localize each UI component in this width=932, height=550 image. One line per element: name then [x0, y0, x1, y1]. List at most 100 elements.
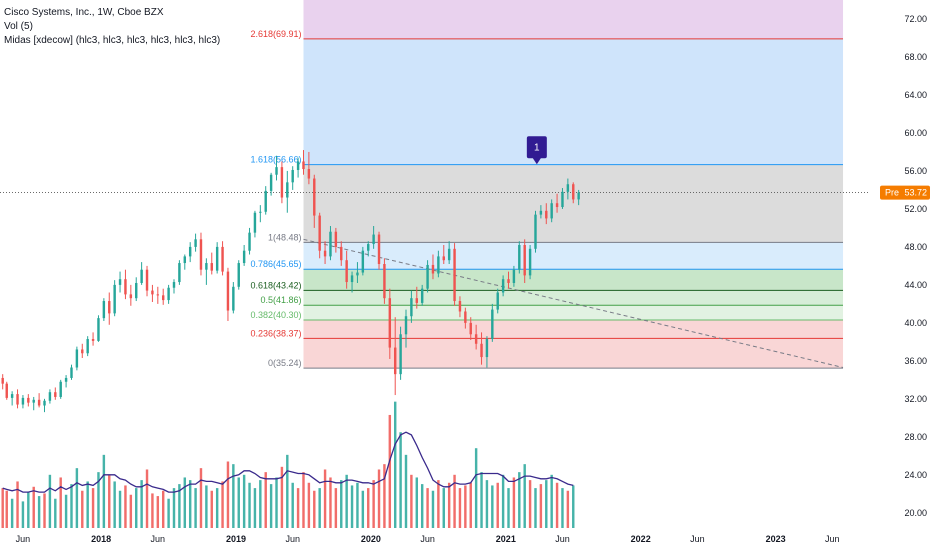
- volume-bar: [442, 488, 445, 528]
- candle-body: [518, 245, 521, 270]
- trendline-dashed[interactable]: [303, 238, 844, 368]
- candle-body: [5, 383, 8, 398]
- legend-symbol-title[interactable]: Cisco Systems, Inc., 1W, Cboe BZX: [4, 7, 164, 18]
- volume-bar: [383, 464, 386, 528]
- candle-body: [307, 169, 311, 179]
- candle-body: [323, 250, 327, 257]
- chart-legend: Cisco Systems, Inc., 1W, Cboe BZX Vol (5…: [4, 6, 220, 48]
- candle-body: [215, 246, 219, 271]
- candle-body: [199, 239, 203, 270]
- volume-bar: [437, 480, 440, 528]
- fib-level-label: 2.618(69.91): [250, 29, 301, 39]
- candle-body: [437, 256, 440, 274]
- candle-body: [275, 167, 278, 175]
- volume-bar: [232, 464, 235, 528]
- volume-bar: [59, 477, 62, 528]
- volume-bar: [43, 493, 46, 528]
- time-axis[interactable]: Jun 2018 Jun 2019 Jun 2020 Jun 2021 Jun 2022 Jun 20…: [16, 534, 840, 544]
- candle-body: [545, 210, 548, 219]
- legend-volume-indicator[interactable]: Vol (5): [4, 21, 33, 32]
- volume-bar: [539, 484, 543, 528]
- volume-bar: [286, 454, 289, 528]
- trendline[interactable]: [303, 238, 844, 368]
- volume-bar: [5, 490, 8, 528]
- volume-bar: [37, 496, 41, 528]
- candle-body: [253, 212, 257, 233]
- volume-bar: [512, 477, 516, 528]
- price-tick-label: 64.00: [904, 90, 927, 100]
- candle-body: [232, 286, 235, 311]
- volume-bar: [156, 496, 160, 528]
- candle-body: [286, 182, 289, 198]
- price-tick-label: 60.00: [904, 128, 927, 138]
- fib-level-label: 0(35.24): [268, 358, 302, 368]
- event-marker[interactable]: 1: [526, 136, 547, 165]
- price-axis[interactable]: 72.00 68.00 64.00 60.00 56.00 52.00 48.00 44.00…: [870, 0, 932, 550]
- volume-bar: [480, 472, 483, 528]
- candle-body: [393, 347, 397, 375]
- candle-body: [388, 298, 392, 348]
- time-tick-label: 2021: [496, 534, 516, 544]
- volume-bar: [340, 480, 343, 528]
- candle-body: [367, 244, 370, 251]
- candle-body: [37, 399, 41, 406]
- volume-bar: [367, 488, 370, 528]
- volume-bar: [183, 477, 187, 528]
- volume-bar: [70, 484, 73, 528]
- candle-body: [318, 215, 321, 251]
- time-tick-label: Jun: [420, 534, 435, 544]
- candle-body: [264, 190, 267, 212]
- fibonacci-extension[interactable]: 2.618(69.91) 1.618(56.66) 1(48.48) 0.786(45…: [250, 0, 844, 369]
- volume-bar: [172, 488, 176, 528]
- fib-zone: [303, 320, 844, 339]
- candle-body: [431, 264, 435, 274]
- candle-body: [156, 294, 160, 296]
- candle-body: [561, 191, 564, 208]
- candle-body: [102, 301, 106, 319]
- candle-body: [550, 203, 553, 219]
- candle-body: [167, 287, 170, 301]
- candle-body: [59, 381, 62, 397]
- candle-body: [226, 271, 230, 311]
- candle-body: [474, 334, 478, 344]
- volume-bar: [291, 482, 294, 528]
- candle-body: [188, 246, 192, 257]
- candle-body: [420, 288, 424, 303]
- volume-bar: [188, 480, 192, 528]
- price-tick-label: 56.00: [904, 166, 927, 176]
- volume-bar: [135, 488, 138, 528]
- candle-body: [259, 211, 262, 213]
- candle-body: [350, 275, 354, 283]
- candle-body: [555, 203, 559, 208]
- volume-bar: [226, 461, 230, 528]
- volume-bar: [550, 474, 553, 528]
- fib-zone: [303, 305, 844, 321]
- candle-body: [237, 263, 240, 287]
- volume-bar: [108, 474, 111, 528]
- volume-bar: [178, 484, 181, 528]
- volume-bar: [528, 480, 532, 528]
- candle-body: [210, 263, 213, 271]
- volume-bar: [350, 485, 354, 528]
- volume-bar: [54, 498, 57, 528]
- candle-body: [447, 248, 451, 261]
- candle-body: [124, 279, 127, 295]
- fib-level-label: 1.618(56.66): [250, 155, 301, 165]
- volume-bar: [151, 493, 154, 528]
- last-price-value: 53.72: [904, 188, 927, 198]
- candle-body: [399, 334, 402, 375]
- candle-body: [161, 295, 165, 301]
- volume-bar: [399, 432, 402, 528]
- volume-bar: [161, 490, 165, 528]
- marker-flag[interactable]: [526, 136, 547, 165]
- volume-bar: [102, 454, 106, 528]
- candle-body: [415, 298, 419, 303]
- candle-body: [140, 269, 143, 283]
- volume-bar: [464, 485, 467, 528]
- volume-bar: [248, 482, 251, 528]
- volume-bar: [410, 474, 413, 528]
- legend-midas-indicator[interactable]: Midas [xdecow] (hlc3, hlc3, hlc3, hlc3, …: [4, 35, 221, 46]
- time-tick-label: 2020: [361, 534, 381, 544]
- candle-body: [345, 260, 348, 283]
